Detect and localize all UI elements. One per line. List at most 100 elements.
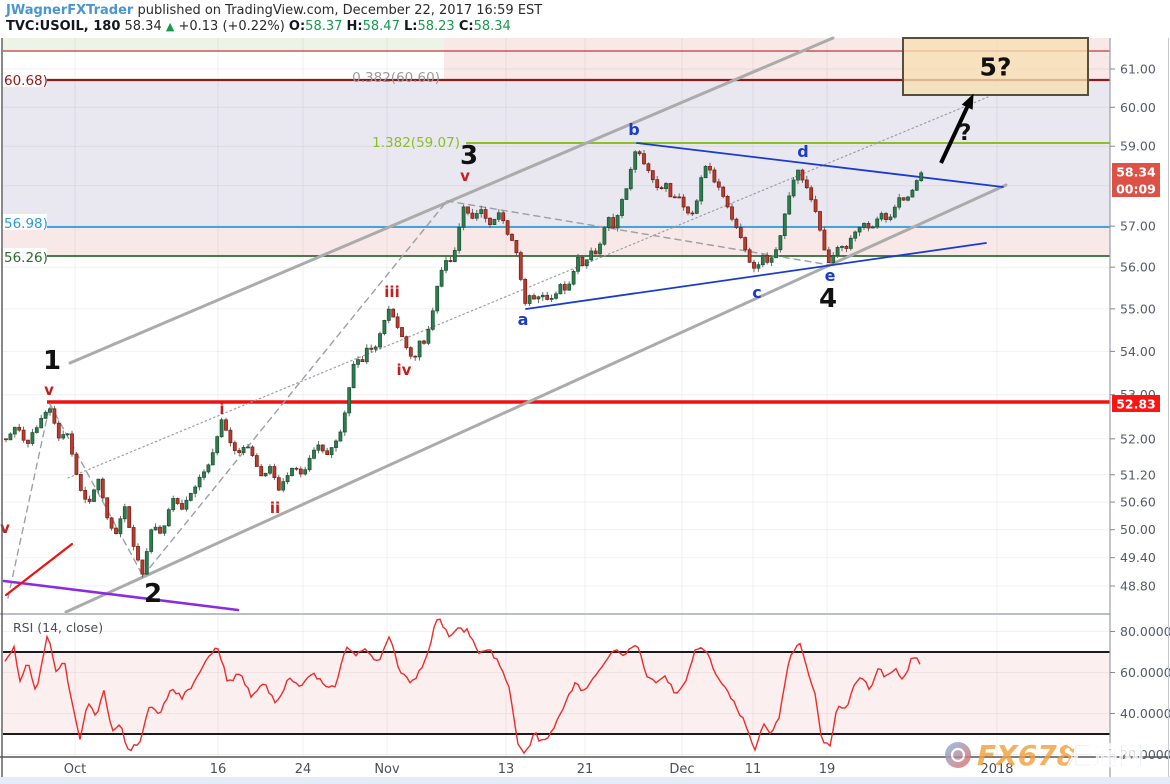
rsi-legend: RSI (14, close) xyxy=(13,620,103,635)
price-tick: 60.00 xyxy=(1120,100,1156,115)
wave5-target-box[interactable]: 5? xyxy=(902,37,1089,96)
fib-label: 1.382(59.07) xyxy=(372,135,460,151)
low-value: 58.23 xyxy=(417,19,455,34)
time-tick: 2018 xyxy=(980,762,1013,777)
publish-text: published on TradingView.com, December 2… xyxy=(133,3,543,18)
gray-channel-upper xyxy=(68,36,835,365)
watermark-cn: 汇通网 xyxy=(1066,742,1144,772)
level-price-label: 60.68) xyxy=(4,73,48,89)
username-link[interactable]: JWagnerFXTrader xyxy=(6,3,134,18)
time-tick: Nov xyxy=(374,762,400,777)
svg-text:58.34: 58.34 xyxy=(1116,165,1156,180)
price-tick: 52.00 xyxy=(1120,431,1156,446)
fib-level-labels: 0.382(60.60) 1.382(59.07) xyxy=(352,70,460,151)
trendlines[interactable] xyxy=(2,36,1008,614)
dashed-3-to-e xyxy=(446,200,837,267)
wave-label-c: c xyxy=(752,283,761,302)
rsi-tick: 40.0000 xyxy=(1120,706,1170,721)
high-label: H: xyxy=(346,19,363,34)
wave-label-2: 2 xyxy=(144,579,162,609)
dashed-wave-2-3 xyxy=(142,200,448,577)
price-change: +0.13 (+0.22%) xyxy=(178,19,285,34)
price-level-lines[interactable] xyxy=(3,50,1110,404)
change-up-icon: ▲ xyxy=(165,20,175,33)
wave-label-ii: ii xyxy=(270,499,280,517)
wave5-target-label: 5? xyxy=(980,53,1012,82)
time-tick: 24 xyxy=(295,762,312,777)
watermark-brand: FX678 xyxy=(977,739,1076,772)
rsi-tick: 80.0000 xyxy=(1120,624,1170,639)
price-tick: 51.20 xyxy=(1120,467,1156,482)
rsi-tick: 60.0000 xyxy=(1120,665,1170,680)
dashed-wave-0-1 xyxy=(7,403,51,599)
price-tick: 55.00 xyxy=(1120,301,1156,316)
price-badge xyxy=(1112,180,1160,197)
grid-lines xyxy=(3,38,1110,757)
wave-label-b: b xyxy=(628,120,639,139)
last-price: 58.34 xyxy=(124,19,162,34)
dashed-wave-1-2 xyxy=(49,403,144,577)
wave-label-?: ? xyxy=(959,121,972,146)
projection-arrow[interactable] xyxy=(939,93,974,164)
price-tick: 50.00 xyxy=(1120,522,1156,537)
svg-text:00:09: 00:09 xyxy=(1116,182,1156,197)
time-tick: 21 xyxy=(577,762,594,777)
wave-label-v: v xyxy=(44,381,54,399)
wave-label-i: i xyxy=(219,400,224,418)
symbol-interval[interactable]: TVC:USOIL, 180 xyxy=(6,19,121,34)
level-price-label: 56.26) xyxy=(4,250,48,266)
time-tick: 19 xyxy=(819,762,836,777)
wave-label-iv: iv xyxy=(397,361,412,379)
left-level-labels: 60.68) 56.98) 56.26) xyxy=(3,71,48,266)
time-tick: 13 xyxy=(498,762,515,777)
close-label: C: xyxy=(458,19,474,34)
price-tick: 48.80 xyxy=(1120,579,1156,594)
price-badge xyxy=(1112,163,1160,180)
dotted-median xyxy=(67,96,989,479)
publish-line: JWagnerFXTrader published on TradingView… xyxy=(6,3,542,18)
purple-line xyxy=(2,579,240,612)
price-axis[interactable]: 61.0060.0059.0057.0056.0055.0054.0053.00… xyxy=(1109,38,1170,777)
fib-pink xyxy=(3,227,1110,256)
wave-label-e: e xyxy=(825,266,836,285)
low-label: L: xyxy=(403,19,418,34)
wave-label-d: d xyxy=(797,142,808,161)
wave-label-iii: iii xyxy=(384,283,399,301)
price-badge xyxy=(1112,395,1160,412)
time-tick: 16 xyxy=(210,762,227,777)
price-tick: 54.00 xyxy=(1120,344,1156,359)
price-tick: 50.60 xyxy=(1120,495,1156,510)
time-axis[interactable]: Oct 16 24 Nov 13 21 Dec 11 19 2018 xyxy=(0,38,1170,784)
wave-label-v: v xyxy=(0,519,10,537)
fib-label: 0.382(60.60) xyxy=(352,70,440,86)
price-tick: 56.00 xyxy=(1120,260,1156,275)
price-tick: 57.00 xyxy=(1120,219,1156,234)
red-segment xyxy=(4,542,74,597)
price-tick: 49.40 xyxy=(1120,550,1156,565)
time-tick: 11 xyxy=(745,762,762,777)
wave-label-a: a xyxy=(518,310,529,329)
candlestick-series xyxy=(4,150,924,578)
open-value: 58.37 xyxy=(305,19,343,34)
triangle-upper-b-d xyxy=(636,142,1004,188)
close-value: 58.34 xyxy=(473,19,511,34)
chart-header: JWagnerFXTrader published on TradingView… xyxy=(0,0,1170,36)
time-tick: Oct xyxy=(64,762,86,777)
price-tick: 59.00 xyxy=(1120,139,1156,154)
wave-label-3: 3 xyxy=(460,141,478,171)
rsi-tick: 20.0000 xyxy=(1120,747,1170,762)
rsi-panel: RSI (14, close) xyxy=(0,613,1170,755)
open-label: O: xyxy=(288,19,306,34)
wave-label-4: 4 xyxy=(819,284,837,314)
time-tick: Dec xyxy=(669,762,694,777)
level-price-label: 56.98) xyxy=(4,216,48,232)
wave-label-1: 1 xyxy=(43,346,61,376)
svg-text:52.83: 52.83 xyxy=(1116,397,1156,412)
price-tick: 61.00 xyxy=(1120,62,1156,77)
fib-lavender xyxy=(3,81,1110,227)
triangle-lower-a-e xyxy=(525,242,987,310)
